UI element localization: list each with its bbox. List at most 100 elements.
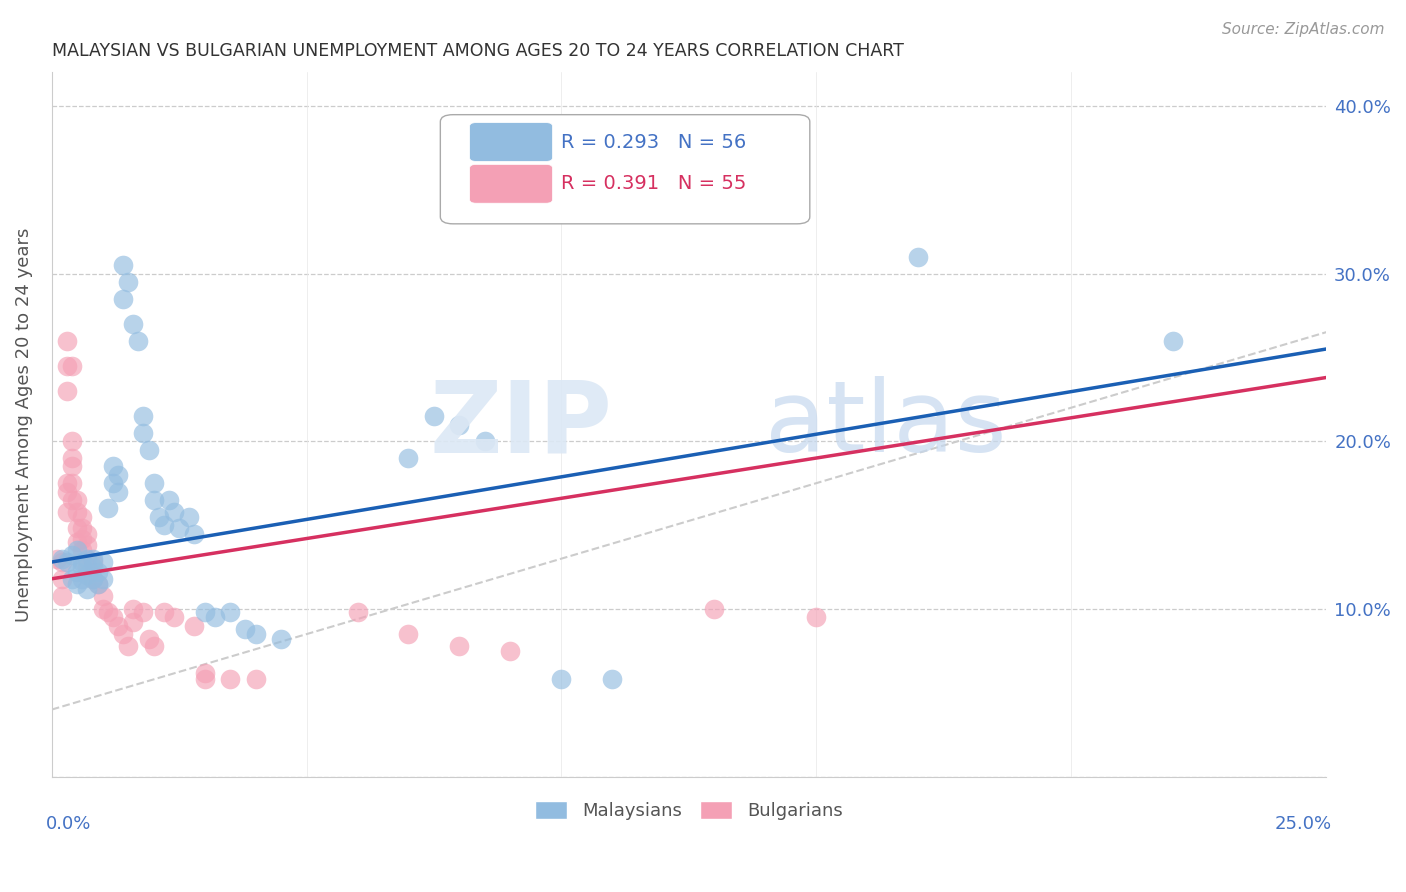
Point bbox=[132, 425, 155, 440]
Point bbox=[86, 565, 108, 579]
Point bbox=[66, 505, 89, 519]
Point bbox=[804, 610, 827, 624]
Point bbox=[66, 493, 89, 508]
Text: 0.0%: 0.0% bbox=[45, 815, 91, 833]
Legend: Malaysians, Bulgarians: Malaysians, Bulgarians bbox=[527, 794, 849, 828]
Point bbox=[423, 409, 446, 424]
Point bbox=[219, 605, 242, 619]
Point bbox=[82, 572, 104, 586]
Point bbox=[245, 673, 267, 687]
Point bbox=[179, 509, 201, 524]
Point bbox=[56, 484, 79, 499]
Point bbox=[82, 555, 104, 569]
Point bbox=[72, 521, 94, 535]
Point bbox=[449, 417, 471, 432]
Point bbox=[82, 551, 104, 566]
Point bbox=[138, 632, 160, 647]
Point bbox=[148, 509, 170, 524]
Point bbox=[163, 505, 186, 519]
Point bbox=[703, 602, 725, 616]
Point bbox=[66, 543, 89, 558]
Point bbox=[112, 292, 135, 306]
Point bbox=[194, 605, 217, 619]
FancyBboxPatch shape bbox=[470, 164, 553, 203]
Point bbox=[122, 615, 145, 630]
Point bbox=[235, 622, 257, 636]
Point bbox=[117, 639, 139, 653]
Point bbox=[72, 543, 94, 558]
Point bbox=[51, 589, 73, 603]
Point bbox=[60, 359, 83, 373]
Point bbox=[107, 618, 129, 632]
Point bbox=[72, 560, 94, 574]
Point bbox=[346, 605, 368, 619]
Point bbox=[60, 476, 83, 491]
Point bbox=[122, 602, 145, 616]
Point bbox=[72, 509, 94, 524]
Point bbox=[132, 605, 155, 619]
Point bbox=[1161, 334, 1184, 348]
Point bbox=[112, 627, 135, 641]
Point bbox=[107, 484, 129, 499]
Point bbox=[122, 317, 145, 331]
Point bbox=[142, 493, 165, 508]
Point bbox=[97, 605, 120, 619]
Point bbox=[138, 442, 160, 457]
FancyBboxPatch shape bbox=[440, 115, 810, 224]
Point bbox=[398, 627, 420, 641]
Point bbox=[245, 627, 267, 641]
Point bbox=[167, 521, 190, 535]
Y-axis label: Unemployment Among Ages 20 to 24 years: Unemployment Among Ages 20 to 24 years bbox=[15, 227, 32, 622]
Point bbox=[132, 409, 155, 424]
Point bbox=[76, 560, 98, 574]
Point bbox=[117, 275, 139, 289]
Point bbox=[45, 551, 67, 566]
Point bbox=[101, 459, 124, 474]
Point bbox=[219, 673, 242, 687]
Text: Source: ZipAtlas.com: Source: ZipAtlas.com bbox=[1222, 22, 1385, 37]
Point bbox=[76, 551, 98, 566]
Point bbox=[907, 250, 929, 264]
Point bbox=[474, 434, 496, 449]
Point bbox=[194, 673, 217, 687]
Point bbox=[142, 476, 165, 491]
Point bbox=[157, 493, 180, 508]
Point bbox=[86, 576, 108, 591]
Point bbox=[602, 673, 624, 687]
Point bbox=[153, 605, 176, 619]
Point bbox=[60, 459, 83, 474]
Text: atlas: atlas bbox=[765, 376, 1007, 473]
Point bbox=[449, 639, 471, 653]
Point bbox=[127, 334, 149, 348]
Point bbox=[66, 565, 89, 579]
Point bbox=[91, 602, 114, 616]
Point bbox=[194, 665, 217, 680]
Point bbox=[66, 521, 89, 535]
Point bbox=[499, 644, 522, 658]
Point bbox=[51, 555, 73, 569]
Point bbox=[204, 610, 226, 624]
Point bbox=[72, 532, 94, 546]
Text: 25.0%: 25.0% bbox=[1275, 815, 1331, 833]
Point bbox=[56, 505, 79, 519]
Point bbox=[270, 632, 292, 647]
Point bbox=[60, 549, 83, 563]
Point bbox=[142, 639, 165, 653]
Text: R = 0.293   N = 56: R = 0.293 N = 56 bbox=[561, 133, 747, 152]
Point bbox=[72, 555, 94, 569]
Point bbox=[51, 572, 73, 586]
Point bbox=[91, 589, 114, 603]
Point bbox=[86, 576, 108, 591]
Point bbox=[56, 384, 79, 398]
Point bbox=[97, 501, 120, 516]
Text: ZIP: ZIP bbox=[429, 376, 613, 473]
Point bbox=[60, 493, 83, 508]
Point bbox=[76, 568, 98, 582]
Point bbox=[76, 538, 98, 552]
Point bbox=[66, 535, 89, 549]
Point bbox=[72, 572, 94, 586]
Point bbox=[107, 467, 129, 482]
Point bbox=[60, 572, 83, 586]
Point bbox=[183, 526, 205, 541]
Point bbox=[183, 618, 205, 632]
